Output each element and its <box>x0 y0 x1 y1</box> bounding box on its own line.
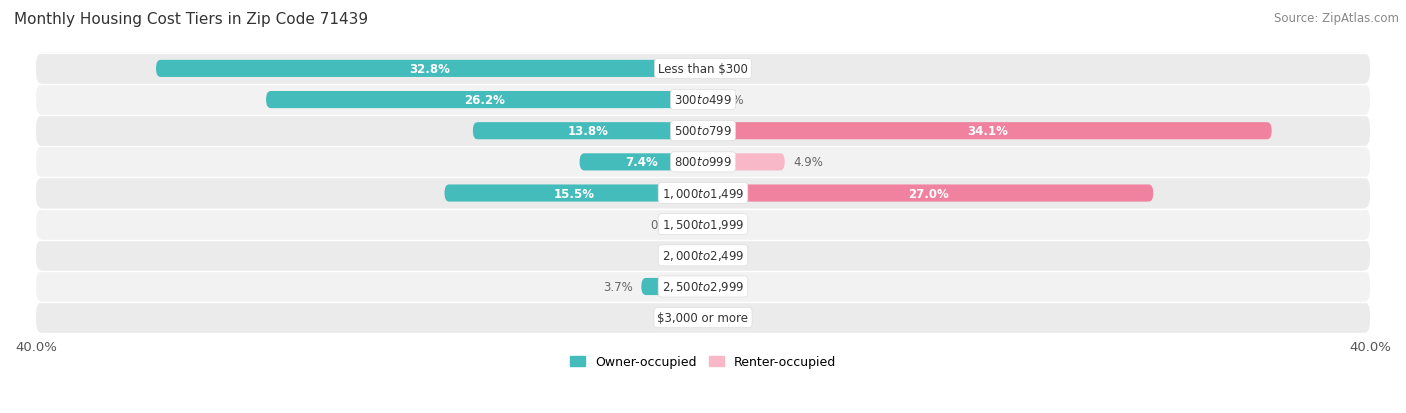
Text: $800 to $999: $800 to $999 <box>673 156 733 169</box>
Text: 15.5%: 15.5% <box>553 187 595 200</box>
Text: 4.9%: 4.9% <box>793 156 823 169</box>
Text: 0.0%: 0.0% <box>714 249 744 262</box>
Legend: Owner-occupied, Renter-occupied: Owner-occupied, Renter-occupied <box>569 355 837 368</box>
FancyBboxPatch shape <box>703 61 711 78</box>
FancyBboxPatch shape <box>37 209 1369 240</box>
FancyBboxPatch shape <box>703 247 711 264</box>
FancyBboxPatch shape <box>703 216 711 233</box>
Text: 26.2%: 26.2% <box>464 94 505 107</box>
Text: Source: ZipAtlas.com: Source: ZipAtlas.com <box>1274 12 1399 25</box>
Text: $2,000 to $2,499: $2,000 to $2,499 <box>662 249 744 263</box>
FancyBboxPatch shape <box>37 54 1369 85</box>
FancyBboxPatch shape <box>695 247 703 264</box>
FancyBboxPatch shape <box>37 240 1369 271</box>
Text: Less than $300: Less than $300 <box>658 63 748 76</box>
FancyBboxPatch shape <box>641 278 703 295</box>
Text: $300 to $499: $300 to $499 <box>673 94 733 107</box>
FancyBboxPatch shape <box>703 154 785 171</box>
FancyBboxPatch shape <box>37 85 1369 116</box>
FancyBboxPatch shape <box>472 123 703 140</box>
Text: 0.0%: 0.0% <box>714 218 744 231</box>
Text: 0.22%: 0.22% <box>654 311 690 324</box>
Text: 7.4%: 7.4% <box>624 156 658 169</box>
Text: 27.0%: 27.0% <box>908 187 949 200</box>
Text: $2,500 to $2,999: $2,500 to $2,999 <box>662 280 744 294</box>
FancyBboxPatch shape <box>699 309 703 326</box>
FancyBboxPatch shape <box>703 309 711 326</box>
FancyBboxPatch shape <box>703 123 1271 140</box>
Text: 0.0%: 0.0% <box>714 94 744 107</box>
FancyBboxPatch shape <box>37 147 1369 178</box>
FancyBboxPatch shape <box>37 271 1369 302</box>
Text: $3,000 or more: $3,000 or more <box>658 311 748 324</box>
FancyBboxPatch shape <box>703 185 1153 202</box>
Text: $1,500 to $1,999: $1,500 to $1,999 <box>662 218 744 232</box>
FancyBboxPatch shape <box>579 154 703 171</box>
Text: 0.44%: 0.44% <box>650 218 688 231</box>
Text: 0.0%: 0.0% <box>714 280 744 293</box>
Text: 0.0%: 0.0% <box>714 63 744 76</box>
FancyBboxPatch shape <box>703 92 711 109</box>
FancyBboxPatch shape <box>37 302 1369 333</box>
FancyBboxPatch shape <box>696 216 703 233</box>
FancyBboxPatch shape <box>266 92 703 109</box>
Text: Monthly Housing Cost Tiers in Zip Code 71439: Monthly Housing Cost Tiers in Zip Code 7… <box>14 12 368 27</box>
Text: 32.8%: 32.8% <box>409 63 450 76</box>
Text: 13.8%: 13.8% <box>568 125 609 138</box>
Text: $1,000 to $1,499: $1,000 to $1,499 <box>662 187 744 201</box>
Text: $500 to $799: $500 to $799 <box>673 125 733 138</box>
Text: 0.0%: 0.0% <box>714 311 744 324</box>
FancyBboxPatch shape <box>37 116 1369 147</box>
FancyBboxPatch shape <box>37 178 1369 209</box>
FancyBboxPatch shape <box>703 278 711 295</box>
FancyBboxPatch shape <box>444 185 703 202</box>
Text: 3.7%: 3.7% <box>603 280 633 293</box>
FancyBboxPatch shape <box>156 61 703 78</box>
Text: 0.0%: 0.0% <box>662 249 692 262</box>
Text: 34.1%: 34.1% <box>967 125 1008 138</box>
